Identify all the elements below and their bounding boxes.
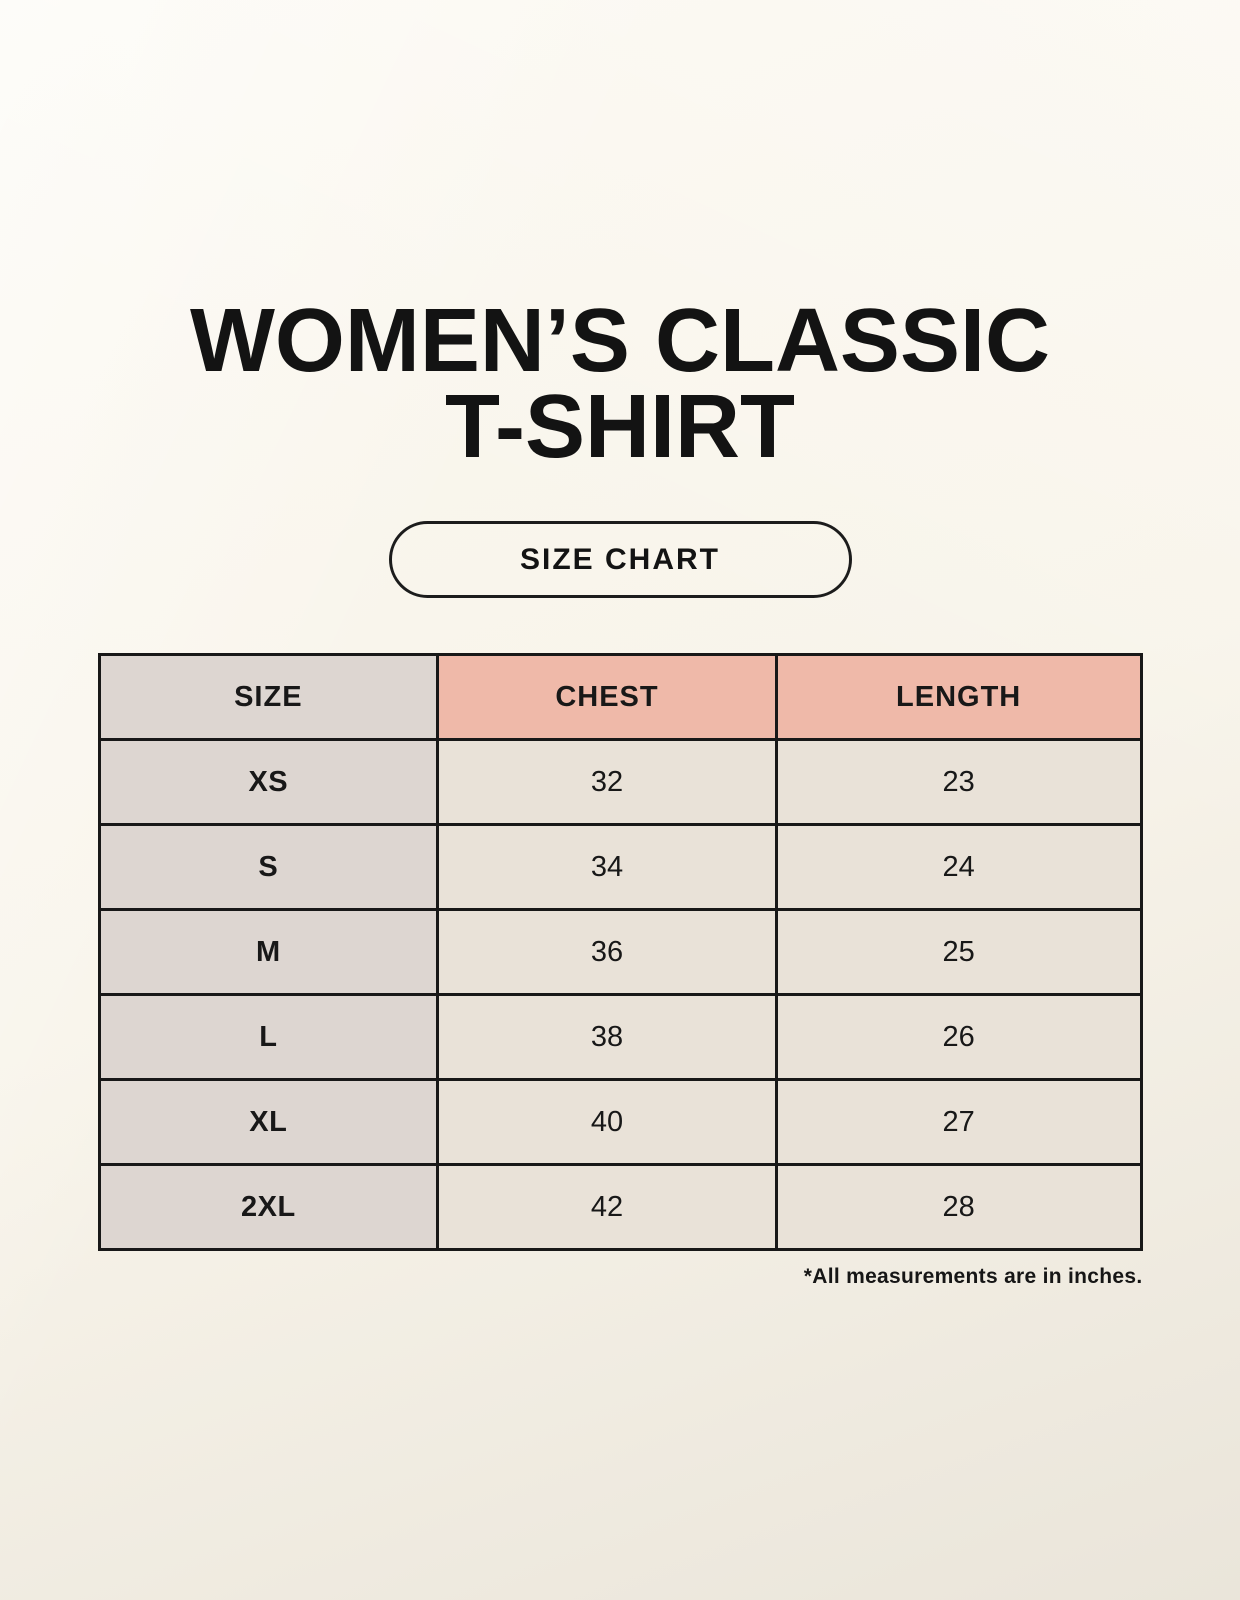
length-value: 26 <box>774 993 1143 1081</box>
table-row: M 36 25 <box>97 908 1143 996</box>
length-value: 27 <box>774 1078 1143 1166</box>
size-label: S <box>97 823 440 911</box>
size-label: XS <box>97 738 440 826</box>
table-row: XS 32 23 <box>97 738 1143 826</box>
size-label: L <box>97 993 440 1081</box>
size-chart-badge-label: SIZE CHART <box>520 542 720 576</box>
column-header-length: LENGTH <box>774 653 1143 741</box>
table-row: XL 40 27 <box>97 1078 1143 1166</box>
chest-value: 34 <box>436 823 778 911</box>
length-value: 23 <box>774 738 1143 826</box>
table-row: L 38 26 <box>97 993 1143 1081</box>
chest-value: 32 <box>436 738 778 826</box>
chest-value: 42 <box>436 1163 778 1251</box>
table-row: 2XL 42 28 <box>97 1163 1143 1251</box>
column-header-chest: CHEST <box>436 653 778 741</box>
size-chart-badge: SIZE CHART <box>388 521 852 598</box>
size-label: XL <box>97 1078 440 1166</box>
length-value: 28 <box>774 1163 1143 1251</box>
title-line-1: WOMEN’S CLASSIC <box>189 291 1050 391</box>
length-value: 24 <box>774 823 1143 911</box>
size-label: 2XL <box>97 1163 440 1251</box>
table-header-row: SIZE CHEST LENGTH <box>97 653 1143 741</box>
size-label: M <box>97 908 440 996</box>
chest-value: 40 <box>436 1078 778 1166</box>
size-chart-table: SIZE CHEST LENGTH XS 32 23 S 34 24 M 36 … <box>97 653 1143 1251</box>
measurements-footnote: *All measurements are in inches. <box>803 1265 1143 1288</box>
size-chart-badge-container: SIZE CHART <box>0 521 1240 598</box>
length-value: 25 <box>774 908 1143 996</box>
title-line-2: T-SHIRT <box>445 377 795 477</box>
column-header-size: SIZE <box>97 653 440 741</box>
chest-value: 38 <box>436 993 778 1081</box>
chest-value: 36 <box>436 908 778 996</box>
table-row: S 34 24 <box>97 823 1143 911</box>
page-title: WOMEN’S CLASSIC T-SHIRT <box>0 291 1240 477</box>
